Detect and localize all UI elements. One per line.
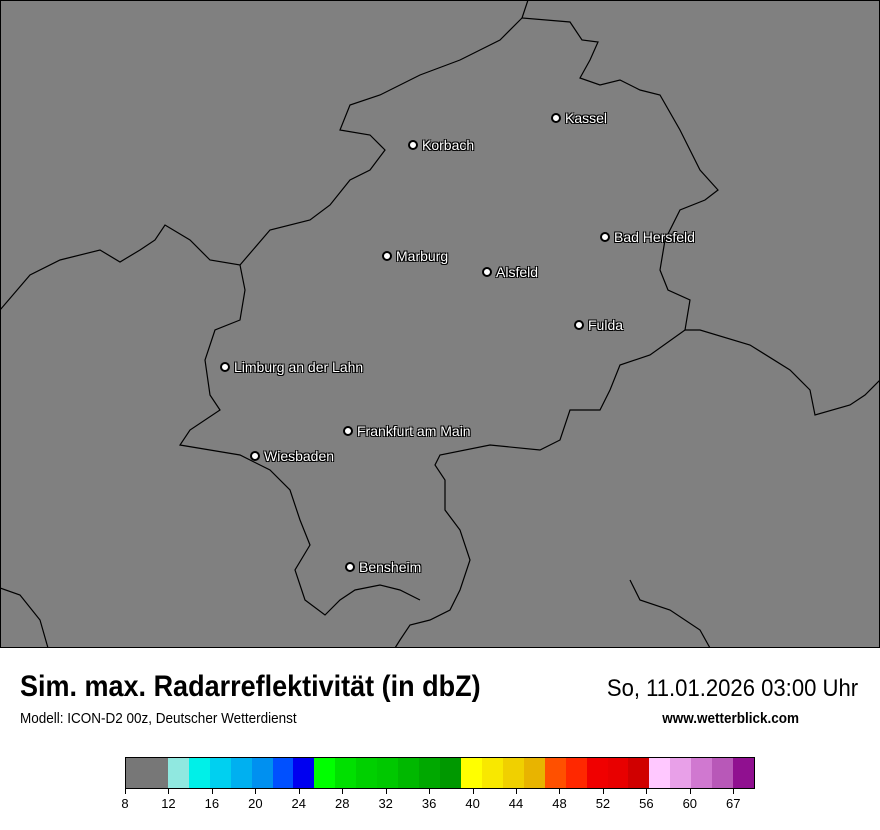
tick-mark — [385, 789, 387, 794]
tick-mark — [516, 789, 518, 794]
tick-mark — [342, 789, 344, 794]
color-scale-segment — [460, 758, 482, 788]
color-scale-segment — [293, 758, 315, 788]
city-label: Fulda — [588, 317, 624, 333]
color-scale-segment — [230, 758, 252, 788]
color-scale-segment — [691, 758, 713, 788]
tick-mark — [211, 789, 213, 794]
tick-mark — [689, 789, 691, 794]
color-scale-segment — [209, 758, 231, 788]
color-scale-segment — [356, 758, 378, 788]
city-marker: Korbach — [408, 137, 474, 153]
forecast-datetime: So, 11.01.2026 03:00 Uhr — [606, 675, 858, 702]
tick-label: 20 — [248, 796, 263, 811]
map-title: Sim. max. Radarreflektivität (in dbZ) — [20, 670, 481, 703]
color-scale-segment — [272, 758, 294, 788]
city-marker: Marburg — [382, 248, 448, 264]
color-scale-segment — [565, 758, 587, 788]
city-marker: Frankfurt am Main — [343, 423, 471, 439]
tick-label: 8 — [121, 796, 129, 811]
city-marker: Bad Hersfeld — [600, 229, 695, 245]
city-dot-icon — [408, 140, 418, 150]
tick-label: 12 — [161, 796, 176, 811]
city-label: Kassel — [565, 110, 608, 126]
city-dot-icon — [600, 232, 610, 242]
tick-label: 67 — [726, 796, 741, 811]
color-scale-segment — [419, 758, 441, 788]
tick-label: 52 — [595, 796, 611, 811]
color-scale-segment — [481, 758, 503, 788]
city-label: Bensheim — [359, 559, 422, 575]
color-scale-segment — [377, 758, 399, 788]
city-marker: Fulda — [574, 317, 623, 333]
color-scale-segment — [502, 758, 524, 788]
city-label: Frankfurt am Main — [357, 423, 471, 439]
city-dot-icon — [345, 562, 355, 572]
city-marker: Wiesbaden — [250, 448, 334, 464]
city-dot-icon — [220, 362, 230, 372]
tick-mark — [429, 789, 431, 794]
tick-mark — [255, 789, 257, 794]
website-link[interactable]: www.wetterblick.com — [662, 710, 799, 727]
tick-label: 36 — [421, 796, 437, 811]
color-scale-segment — [586, 758, 608, 788]
tick-mark — [646, 789, 648, 794]
city-marker: Bensheim — [345, 559, 421, 575]
city-label: Limburg an der Lahn — [234, 359, 364, 375]
tick-label: 16 — [204, 796, 220, 811]
city-dot-icon — [574, 320, 584, 330]
color-scale-segment — [670, 758, 692, 788]
color-scale-segment — [335, 758, 357, 788]
map-borders — [0, 0, 880, 649]
color-scale-segment — [188, 758, 210, 788]
tick-label: 48 — [552, 796, 567, 811]
color-scale-ticks: 8 12 16 20 24 28 32 36 40 44 48 52 56 60 67 — [121, 789, 755, 819]
tick-mark — [472, 789, 474, 794]
color-scale-segment — [523, 758, 545, 788]
tick-label: 40 — [465, 796, 480, 811]
color-scale-segment — [628, 758, 650, 788]
city-dot-icon — [482, 267, 492, 277]
color-scale-segment — [712, 758, 734, 788]
color-scale-segment — [167, 758, 189, 788]
color-scale-segment — [251, 758, 273, 788]
tick-label: 24 — [291, 796, 307, 811]
tick-label: 28 — [335, 796, 350, 811]
tick-label: 60 — [682, 796, 698, 811]
city-dot-icon — [343, 426, 353, 436]
weather-map: Kassel Korbach Bad Hersfeld Marburg Alsfeld F… — [0, 0, 880, 649]
city-label: Korbach — [422, 137, 475, 153]
color-scale-segment — [733, 758, 755, 788]
tick-mark — [602, 789, 604, 794]
tick-mark — [733, 789, 735, 794]
city-label: Wiesbaden — [264, 448, 335, 464]
color-scale-segment — [126, 758, 168, 788]
color-scale-segment — [440, 758, 461, 788]
color-scale-segment — [649, 758, 671, 788]
color-scale-bar — [125, 757, 755, 789]
model-info: Modell: ICON-D2 00z, Deutscher Wetterdie… — [20, 710, 297, 727]
tick-mark — [168, 789, 170, 794]
city-dot-icon — [250, 451, 260, 461]
tick-mark — [125, 789, 126, 794]
city-label: Bad Hersfeld — [614, 229, 695, 245]
color-scale-segment — [398, 758, 420, 788]
city-dot-icon — [382, 251, 392, 261]
city-marker: Limburg an der Lahn — [220, 359, 363, 375]
tick-mark — [559, 789, 561, 794]
color-scale-segment — [314, 758, 336, 788]
tick-label: 56 — [639, 796, 654, 811]
city-marker: Kassel — [551, 110, 607, 126]
tick-label: 32 — [378, 796, 393, 811]
city-dot-icon — [551, 113, 561, 123]
tick-label: 44 — [508, 796, 524, 811]
tick-mark — [298, 789, 300, 794]
color-scale-segment — [544, 758, 566, 788]
city-label: Marburg — [396, 248, 449, 264]
city-label: Alsfeld — [496, 264, 539, 280]
city-marker: Alsfeld — [482, 264, 538, 280]
color-scale-segment — [607, 758, 629, 788]
